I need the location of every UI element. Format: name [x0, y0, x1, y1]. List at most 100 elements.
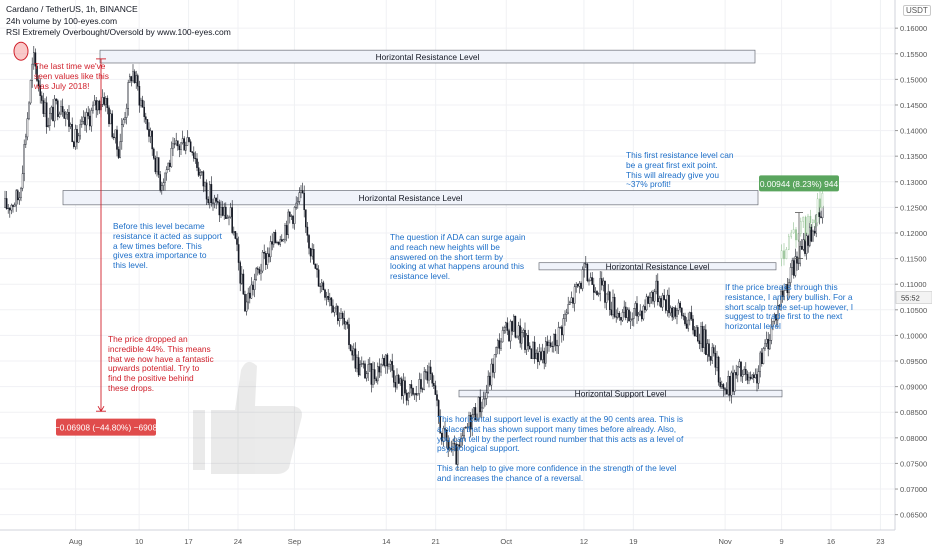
candle-body [674, 307, 677, 317]
candle-body [236, 238, 238, 245]
zone-box[interactable] [458, 389, 783, 398]
candle-body [80, 121, 83, 125]
candle-body [199, 171, 202, 176]
candle-body [18, 197, 21, 201]
candle-body [666, 294, 669, 311]
candle-body [399, 378, 402, 384]
candle-body [92, 104, 94, 111]
candle-body [388, 364, 390, 367]
zone-box[interactable] [99, 49, 756, 64]
candle-body [34, 52, 37, 67]
candle-body [111, 113, 113, 138]
candle-body [242, 273, 245, 295]
candle-body [500, 341, 502, 349]
candle-body [346, 321, 349, 325]
zones-layer: Horizontal Resistance Level Horizontal Re… [62, 49, 783, 399]
top-circle-marker[interactable] [13, 41, 29, 61]
candle-body [276, 242, 278, 244]
candle-body [647, 296, 649, 304]
candle-body [497, 340, 499, 348]
candle-body [458, 444, 461, 447]
candle-body [207, 198, 210, 204]
candle-body [676, 310, 678, 317]
candle-body [473, 407, 475, 415]
candle-body [172, 143, 174, 149]
candle-body [192, 152, 195, 159]
candle-body [319, 285, 322, 287]
candle-body [567, 304, 569, 314]
candle-body [120, 124, 123, 142]
chart-grid [0, 0, 895, 530]
gain-measure-label[interactable] [759, 175, 839, 192]
candle-body [452, 443, 454, 450]
candle-body [713, 347, 715, 354]
candle-body [420, 379, 422, 390]
candle-body [716, 356, 718, 368]
breakout-note: If the price breaks through this resista… [725, 282, 854, 332]
candle-body [253, 279, 256, 290]
candle-body [612, 297, 614, 316]
candle-body [677, 302, 680, 311]
candle-body [381, 358, 384, 366]
candle-body [337, 306, 339, 321]
candle-body [489, 375, 491, 386]
candle-body [799, 246, 801, 264]
candle-body [76, 128, 78, 143]
candle-body [663, 295, 665, 300]
candle-body [372, 369, 374, 385]
candle-body [333, 307, 336, 313]
x-tick-label: Oct [500, 537, 513, 546]
candle-body [485, 392, 488, 399]
candle-body [767, 338, 769, 350]
candle-body [84, 116, 86, 126]
y-tick-label: 0.10500 [900, 306, 927, 315]
candle-body [141, 99, 144, 108]
candle-body [60, 106, 62, 115]
candle-body [780, 290, 782, 307]
currency-badge[interactable]: USDT [903, 5, 931, 16]
candle-body [68, 112, 70, 127]
candle-body [409, 384, 411, 394]
candle-body [524, 329, 526, 350]
candle-body [781, 290, 784, 297]
candle-body [55, 98, 57, 101]
candle-body [373, 369, 376, 379]
zone-box[interactable] [538, 262, 777, 271]
candle-body [213, 197, 216, 204]
candle-body [706, 343, 709, 355]
candle-body [404, 380, 406, 394]
candle-body [218, 202, 221, 216]
candle-body [546, 341, 549, 346]
candle-body [21, 173, 24, 189]
candle-body [780, 250, 783, 259]
candle-body [82, 116, 85, 122]
top-note: The last time we've seen values like thi… [34, 61, 109, 91]
loss-measure-label[interactable] [56, 418, 156, 436]
candle-body [410, 384, 413, 389]
candle-body [349, 344, 352, 351]
candle-body [532, 341, 534, 359]
candle-body [196, 158, 198, 168]
zone-box[interactable] [62, 190, 759, 206]
candle-body [154, 157, 157, 173]
candle-body [90, 110, 93, 127]
candle-body [588, 280, 590, 282]
candle-body [790, 232, 792, 237]
candle-body [314, 264, 317, 269]
candle-body [732, 372, 734, 392]
marks-layer: 0.00944 (8.23%) 944 −0.06908 (−44.80%) −6… [13, 41, 839, 436]
candle-body [818, 212, 821, 217]
candle-body [597, 293, 600, 296]
candle-body [785, 284, 787, 291]
candle-body [692, 318, 694, 331]
candle-body [58, 113, 61, 117]
candle-body [585, 263, 587, 265]
candle-body [42, 100, 45, 114]
x-tick-label: 17 [184, 537, 192, 546]
candle-body [425, 371, 427, 373]
candle-body [231, 207, 234, 233]
candle-body [580, 283, 582, 289]
candle-body [493, 354, 496, 373]
